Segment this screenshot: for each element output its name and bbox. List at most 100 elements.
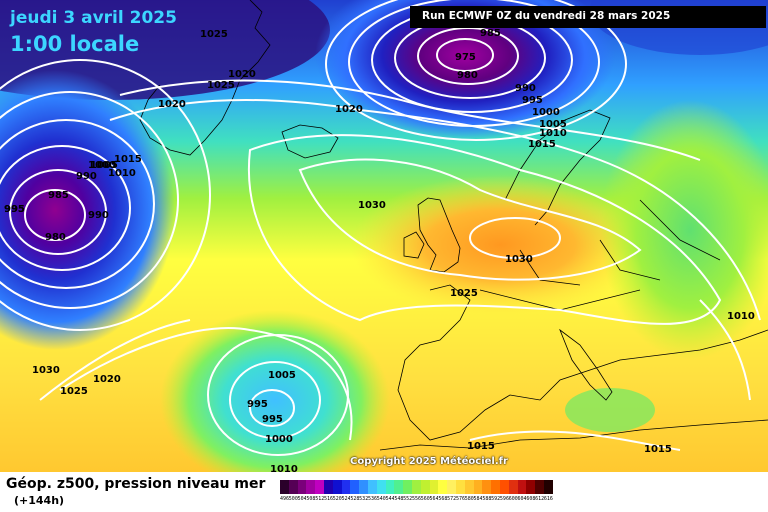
pressure-label: 1025	[60, 386, 88, 397]
isobar-west-6	[0, 59, 211, 331]
isobar-1030-contour	[298, 158, 642, 281]
field-green-east	[600, 100, 768, 360]
isobar-north-6	[325, 0, 627, 141]
legend-color-swatch	[350, 480, 360, 494]
legend-tick-label: 512	[315, 496, 324, 502]
legend-color-swatch	[464, 480, 474, 494]
legend-color-swatch	[491, 480, 500, 494]
legend-tick-label: 604	[517, 496, 527, 502]
isobar-south-1020	[59, 327, 353, 441]
legend-color-swatch	[280, 480, 289, 494]
isobar-southeast-1015	[469, 430, 681, 451]
legend-tick-label: 576	[455, 496, 465, 502]
legend-color-swatch	[429, 480, 439, 494]
field-low-west	[0, 70, 175, 350]
isobar-south-2	[229, 361, 321, 439]
legend-color-swatch	[367, 480, 377, 494]
footer-bar: Géop. z500, pression niveau mer (+144h) …	[0, 472, 768, 512]
isobar-1025-contour	[247, 134, 722, 325]
legend-tick-label: 516	[323, 496, 333, 502]
pressure-label: 995	[4, 204, 25, 215]
legend-tick-label: 552	[403, 496, 412, 502]
legend-color-swatch	[526, 480, 536, 494]
legend-tick-label: 500	[288, 496, 298, 502]
isobar-west-1	[24, 189, 86, 241]
pressure-label: 995	[247, 399, 268, 410]
legend-color-swatch	[359, 480, 368, 494]
chart-description: Géop. z500, pression niveau mer	[6, 476, 266, 492]
pressure-label: 1020	[335, 104, 363, 115]
pressure-label: 975	[455, 52, 476, 63]
legend-tick-label: 580	[464, 496, 474, 502]
isobar-1020-contour	[109, 99, 761, 321]
pressure-label: 1010	[108, 168, 136, 179]
ireland-coast	[403, 231, 425, 259]
legend-color-swatch	[411, 480, 421, 494]
forecast-date: jeudi 3 avril 2025	[10, 8, 177, 28]
legend-color-swatch	[535, 480, 544, 494]
isobars	[0, 0, 760, 455]
legend-color-swatch	[508, 480, 518, 494]
field-green-southeast	[565, 388, 655, 432]
legend-tick-label: 564	[429, 496, 439, 502]
pressure-label: 1025	[200, 29, 228, 40]
africa-coast	[379, 419, 768, 451]
isobar-north-2	[417, 27, 519, 85]
legend-color-swatch	[499, 480, 509, 494]
legend-tick-label: 592	[491, 496, 500, 502]
pressure-label: 1025	[207, 80, 235, 91]
legend-color-swatch	[482, 480, 492, 494]
legend-color-swatch	[297, 480, 307, 494]
legend-tick-label: 608	[526, 496, 536, 502]
pressure-label: 1020	[228, 69, 256, 80]
legend-color-swatch	[447, 480, 456, 494]
legend-tick-label: 616	[543, 496, 553, 502]
legend-color-swatch	[543, 480, 553, 494]
legend-tick-label: 544	[385, 496, 395, 502]
legend-tick-label: 508	[306, 496, 316, 502]
pressure-label: 1030	[32, 365, 60, 376]
greenland-coast	[139, 0, 271, 156]
legend-tick-label: 600	[508, 496, 518, 502]
pressure-label: 1000	[265, 434, 293, 445]
legend-tick-label: 528	[350, 496, 360, 502]
legend-color-swatch	[323, 480, 333, 494]
italy-coast	[559, 328, 613, 401]
pressure-label: 1015	[114, 154, 142, 165]
pressure-label: 1020	[93, 374, 121, 385]
pressure-label: 1010	[539, 128, 567, 139]
legend-color-swatch	[517, 480, 527, 494]
pressure-label: 1005	[268, 370, 296, 381]
pressure-map: 1025 1020 1025 1020 1015 1010 1005 1000 …	[0, 0, 768, 472]
legend-color-swatch	[403, 480, 412, 494]
pressure-label: 1005	[539, 119, 567, 130]
scandinavia-coast	[504, 109, 611, 226]
isobar-south-1	[249, 389, 295, 427]
pressure-label: 995	[4, 204, 25, 215]
pressure-label: 1020	[158, 99, 186, 110]
pressure-label: 995	[262, 414, 283, 425]
legend-color-swatch	[473, 480, 483, 494]
uk-coast	[417, 197, 461, 273]
forecast-local-time: 1:00 locale	[10, 32, 140, 56]
pressure-label: 1015	[644, 444, 672, 455]
pressure-label: 985	[48, 190, 69, 201]
legend-tick-label: 596	[499, 496, 509, 502]
pressure-label: 1015	[528, 139, 556, 150]
legend-color-swatch	[420, 480, 430, 494]
legend-tick-label: 520	[332, 496, 342, 502]
pressure-label: 1015	[467, 441, 495, 452]
legend-tick-label: 504	[297, 496, 307, 502]
legend-tick-label: 612	[535, 496, 544, 502]
legend-tick-label: 556	[411, 496, 421, 502]
legend-color-swatch	[376, 480, 386, 494]
legend-tick-label: 540	[376, 496, 386, 502]
field-low-north	[315, 0, 615, 140]
pressure-label: 1030	[505, 254, 533, 265]
legend-tick-label: 548	[394, 496, 404, 502]
copyright: Copyright 2025 Météociel.fr	[350, 456, 508, 467]
pressure-labels: 1025 1020 1025 1020 1015 1010 1005 1000 …	[4, 28, 755, 472]
pressure-label: 1010	[727, 311, 755, 322]
isobar-high-1030	[469, 217, 561, 259]
